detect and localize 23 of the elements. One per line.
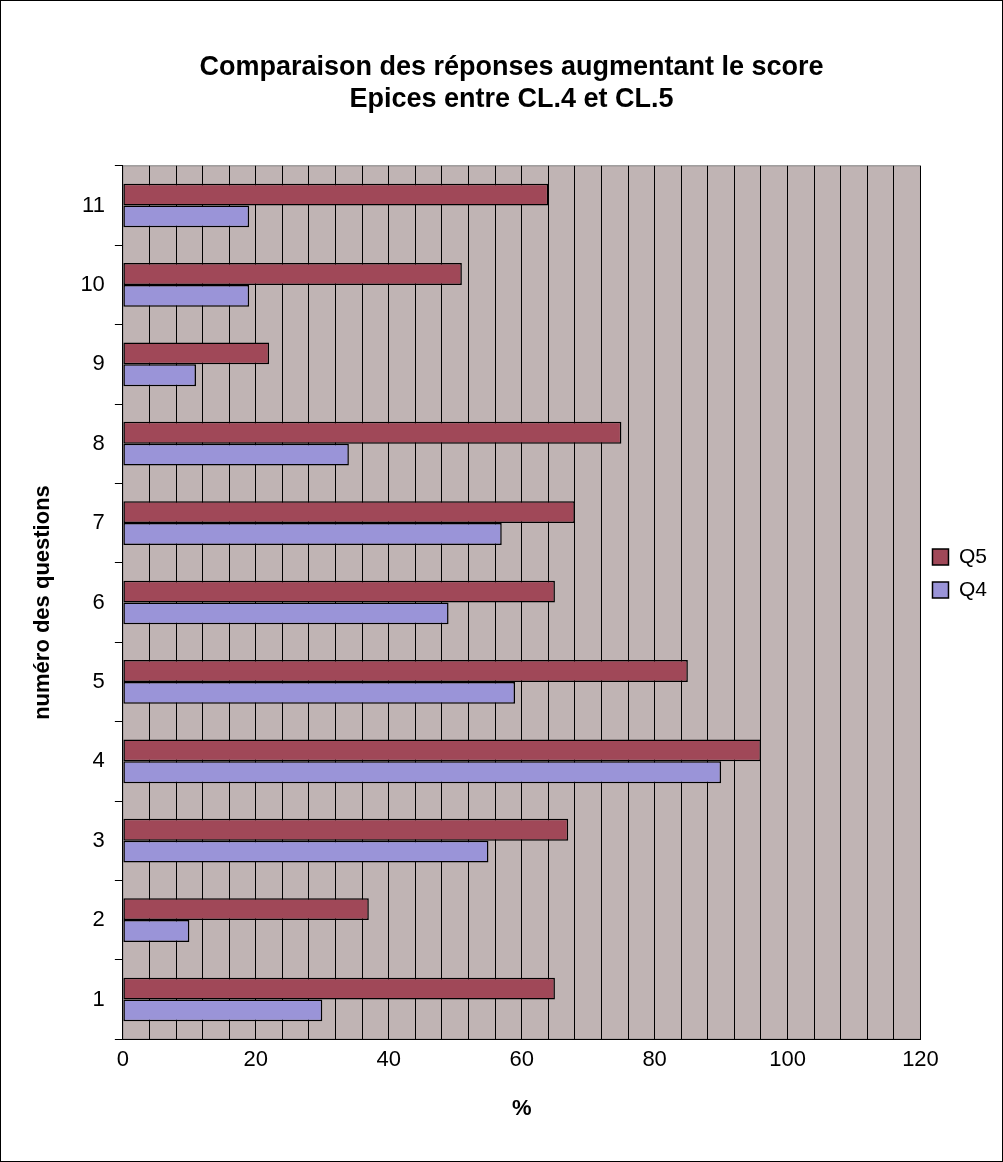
legend-label: Q5: [958, 543, 987, 567]
y-tick-label: 10: [80, 270, 105, 296]
y-tick-label: 8: [92, 429, 105, 455]
y-tick-label: 11: [82, 191, 105, 217]
x-tick-label: 20: [243, 1046, 269, 1072]
x-tick-label: 100: [769, 1046, 806, 1072]
y-tick-label: 7: [92, 509, 105, 535]
x-tick-label: 120: [902, 1046, 939, 1072]
legend-label: Q4: [958, 576, 988, 600]
chart-title: Comparaison des réponses augmentant le score Epices entre CL.4 et CL.5: [199, 50, 824, 114]
x-tick-label: 80: [642, 1046, 667, 1072]
y-tick-label: 1: [92, 985, 105, 1011]
y-axis-title: numéro des questions: [29, 485, 55, 720]
x-tick-label: 40: [376, 1046, 401, 1072]
y-tick-label: 6: [92, 588, 105, 614]
x-axis-title: %: [511, 1094, 532, 1120]
y-tick-label: 3: [92, 826, 105, 852]
y-tick-label: 4: [92, 747, 105, 773]
y-tick-label: 9: [92, 350, 105, 376]
x-tick-label: 0: [116, 1046, 129, 1072]
x-tick-label: 60: [509, 1046, 534, 1072]
y-tick-label: 2: [92, 906, 105, 932]
y-tick-label: 5: [92, 667, 105, 693]
